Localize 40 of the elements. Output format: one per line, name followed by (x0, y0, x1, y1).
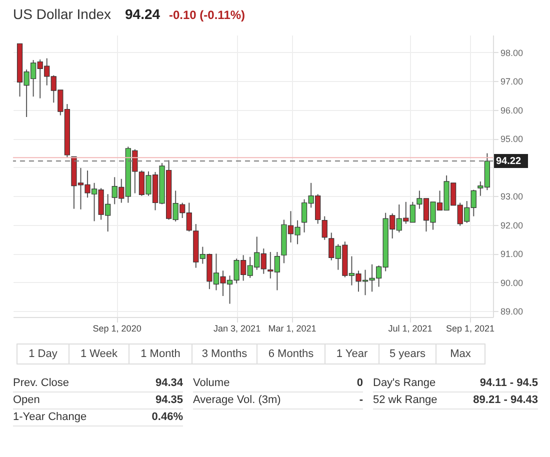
text: 1 Day (28, 348, 58, 360)
candlestick (322, 216, 328, 240)
text: 94.34 (155, 377, 184, 389)
text: 52 wk Range (373, 394, 438, 406)
y-tick-label: 96.00 (500, 105, 524, 116)
text: 0.46% (152, 411, 184, 423)
y-tick-label: 92.00 (500, 220, 524, 230)
chart-subtitle: 94.24 -0.10 (-0.11%) (125, 6, 246, 22)
text: 3 Months (202, 348, 248, 360)
x-tick-label: Sep 1, 2021 (446, 324, 495, 334)
text: 5 years (389, 348, 426, 360)
text: 1 Month (140, 348, 180, 360)
text: 0 (356, 377, 363, 389)
chart-title: US Dollar Index (13, 6, 112, 22)
text: 1 Week (80, 348, 118, 360)
text: 6 Months (268, 348, 314, 360)
y-tick-label: 91.00 (500, 249, 524, 260)
text: Prev. Close (13, 377, 70, 389)
text: 94.11 - 94.5 (480, 377, 538, 389)
text: Day's Range (373, 377, 436, 389)
y-tick-label: 89.00 (500, 306, 524, 317)
text: Average Vol. (3m) (193, 394, 281, 406)
text: - (359, 394, 364, 406)
text: 89.21 - 94.43 (473, 394, 538, 406)
text: 1-Year Change (13, 411, 87, 423)
text: 94.35 (155, 394, 183, 406)
text: Max (450, 348, 472, 360)
x-tick-label: Mar 1, 2021 (268, 324, 316, 334)
x-tick-label: Jan 3, 2021 (214, 324, 261, 334)
text: Open (13, 394, 40, 406)
y-tick-label: 98.00 (500, 48, 524, 58)
y-tick-label: 90.00 (500, 278, 524, 288)
text: 1 Year (336, 348, 368, 360)
y-tick-label: 93.00 (500, 192, 524, 202)
x-tick-label: Sep 1, 2020 (92, 324, 142, 334)
y-tick-label: 97.00 (500, 76, 524, 87)
ref-line-label: 94.22 (496, 156, 522, 168)
x-tick-label: Jul 1, 2021 (388, 324, 432, 334)
text: Volume (193, 377, 230, 389)
y-tick-label: 95.00 (500, 134, 524, 144)
